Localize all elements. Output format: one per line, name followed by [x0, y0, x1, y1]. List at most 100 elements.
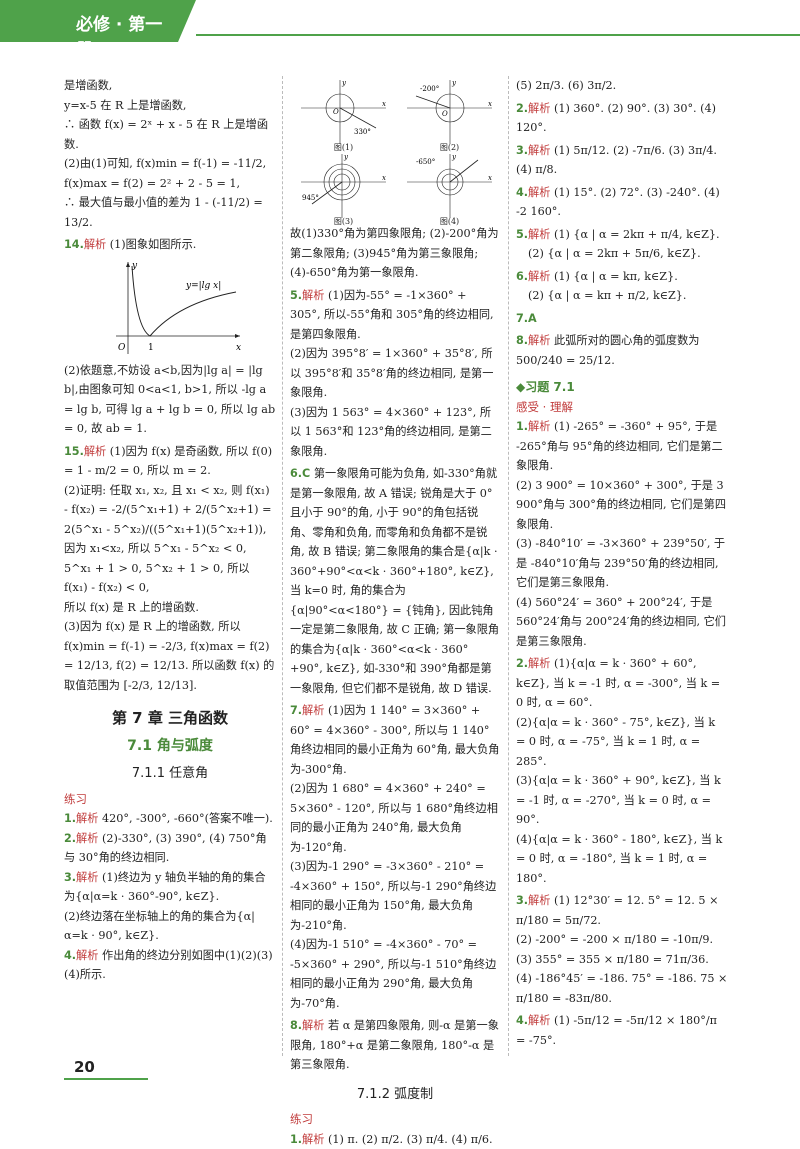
answer-text: (2) {α | α = kπ + π/2, k∈Z}.	[516, 286, 728, 306]
exercise-title: ◆习题 7.1	[516, 378, 728, 398]
analysis-tag: 解析	[528, 657, 550, 670]
answer-text: (3)因为 f(x) 是 R 上的增函数, 所以 f(x)min = f(-1)…	[64, 617, 276, 695]
answer-choice: A	[528, 312, 537, 325]
section-title: 7.1 角与弧度	[64, 737, 276, 757]
column-middle: 330° O x y 图(1) -200° O x y 图(2)	[290, 76, 500, 1149]
analysis-tag: 解析	[302, 289, 324, 302]
answer-14: 14.解析 (1)图象如图所示.	[64, 235, 276, 255]
answer-2: 2.解析 (1) 360°. (2) 90°. (3) 30°. (4) 120…	[516, 99, 728, 138]
analysis-tag: 解析	[528, 334, 550, 347]
answer-text: (3){α|α = k · 360° + 90°, k∈Z}, 当 k = -1…	[516, 771, 728, 830]
answer-1: 1.解析 420°, -300°, -660°(答案不唯一).	[64, 809, 276, 829]
question-number: 7.	[290, 704, 302, 717]
analysis-tag: 解析	[76, 871, 98, 884]
text: 是增函数,	[64, 76, 276, 96]
terminal-side	[450, 160, 478, 182]
answer-3: 3.解析 (1)终边为 y 轴负半轴的角的集合为{α|α=k · 360°-90…	[64, 868, 276, 907]
answer-text: (1) π. (2) π/2. (3) π/4. (4) π/6.	[328, 1133, 493, 1146]
answer-text: (1) {α | α = kπ, k∈Z}.	[554, 270, 678, 283]
terminal-side	[416, 96, 450, 108]
answer-7: 7.解析 (1)因为 1 140° = 3×360° + 60° = 4×360…	[290, 701, 500, 779]
x-axis-label: x	[488, 100, 492, 108]
y-axis-label: y	[341, 79, 347, 87]
answer-text: (3)因为 1 563° = 4×360° + 123°, 所以 1 563°和…	[290, 403, 500, 462]
answer-text: 第一象限角可能为负角, 如-330°角就是第一象限角, 故 A 错误; 锐角是大…	[290, 467, 499, 695]
answer-text: (2) -200° = -200 × π/180 = -10π/9.	[516, 930, 728, 950]
answer-text: (2)终边落在坐标轴上的角的集合为{α|α=k · 90°, k∈Z}.	[64, 907, 276, 946]
text: ∴ 函数 f(x) = 2ˣ + x - 5 在 R 上是增函数.	[64, 115, 276, 154]
analysis-tag: 解析	[528, 894, 550, 907]
answer-text: (2) {α | α = 2kπ + 5π/6, k∈Z}.	[516, 244, 728, 264]
answer-text: (3)因为-1 290° = -3×360° - 210° = -4×360° …	[290, 857, 500, 935]
y-axis-label: y	[451, 153, 457, 161]
question-number: 4.	[516, 1014, 528, 1027]
graph-svg: O 1 x y y=|lg x|	[108, 258, 248, 358]
answer-choice: C	[302, 467, 310, 480]
question-number: 4.	[64, 949, 76, 962]
exercise-4: 4.解析 (1) -5π/12 = -5π/12 × 180°/π = -75°…	[516, 1011, 728, 1050]
answer-text: 因为 x₁<x₂, 所以 5^x₁ - 5^x₂ < 0, 5^x₁ + 1 >…	[64, 539, 276, 598]
question-number: 2.	[516, 657, 528, 670]
answer-text: (1)图象如图所示.	[110, 238, 197, 251]
analysis-tag: 解析	[302, 704, 324, 717]
answer-15: 15.解析 (1)因为 f(x) 是奇函数, 所以 f(0) = 1 - m/2…	[64, 442, 276, 481]
answer-3: 3.解析 (1) 5π/12. (2) -7π/6. (3) 3π/4. (4)…	[516, 141, 728, 180]
answer-4: 4.解析 (1) 15°. (2) 72°. (3) -240°. (4) -2…	[516, 183, 728, 222]
answer-text: 故(1)330°角为第四象限角; (2)-200°角为第二象限角; (3)945…	[290, 224, 500, 283]
answer-8: 8.解析 若 α 是第四象限角, 则-α 是第一象限角, 180°+α 是第二象…	[290, 1016, 500, 1075]
origin-label: O	[118, 343, 126, 353]
analysis-tag: 解析	[528, 102, 550, 115]
answer-5: 5.解析 (1)因为-55° = -1×360° + 305°, 所以-55°角…	[290, 286, 500, 345]
question-number: 3.	[64, 871, 76, 884]
column-left: 是增函数, y=x-5 在 R 上是增函数, ∴ 函数 f(x) = 2ˣ + …	[64, 76, 276, 985]
answer-text: (4) 560°24′ = 360° + 200°24′, 于是 560°24′…	[516, 593, 728, 652]
page: 必修 · 第一册 是增函数, y=x-5 在 R 上是增函数, ∴ 函数 f(x…	[0, 0, 800, 1123]
page-number: 20	[74, 1058, 95, 1076]
question-number: 2.	[516, 102, 528, 115]
answer-text: (4)因为-1 510° = -4×360° - 70° = -5×360° +…	[290, 935, 500, 1013]
curve-label: y=|lg x|	[185, 281, 221, 291]
curve	[132, 266, 236, 336]
text: y=x-5 在 R 上是增函数,	[64, 96, 276, 116]
answer-8: 8.解析 此弧所对的圆心角的弧度数为 500/240 = 25/12.	[516, 331, 728, 370]
question-number: 8.	[290, 1019, 302, 1032]
question-number: 5.	[290, 289, 302, 302]
origin-label: O	[442, 110, 448, 118]
analysis-tag: 解析	[302, 1019, 324, 1032]
x-axis-label: x	[236, 343, 241, 353]
answer-text: 420°, -300°, -660°(答案不唯一).	[102, 812, 273, 825]
answer-text: (4) -186°45′ = -186. 75° = -186. 75 × π/…	[516, 969, 728, 1008]
answer-4: 4.解析 作出角的终边分别如图中(1)(2)(3)(4)所示.	[64, 946, 276, 985]
angle-label: -650°	[416, 158, 435, 166]
angle-figures: 330° O x y 图(1) -200° O x y 图(2)	[290, 76, 500, 224]
question-number: 15.	[64, 445, 84, 458]
answer-text: (3) -840°10′ = -3×360° + 239°50′, 于是 -84…	[516, 534, 728, 593]
terminal-side	[340, 108, 376, 128]
exercise-3: 3.解析 (1) 12°30′ = 12. 5° = 12. 5 × π/180…	[516, 891, 728, 930]
question-number: 14.	[64, 238, 84, 251]
question-number: 3.	[516, 144, 528, 157]
exercise-1: 1.解析 (1) -265° = -360° + 95°, 于是 -265°角与…	[516, 417, 728, 476]
analysis-tag: 解析	[302, 1133, 324, 1146]
question-number: 7.	[516, 312, 528, 325]
y-axis-arrow	[126, 262, 130, 267]
question-number: 2.	[64, 832, 76, 845]
answer-7: 7.A	[516, 309, 728, 329]
analysis-tag: 解析	[76, 949, 98, 962]
angle-label: 945°	[302, 194, 319, 202]
y-axis-label: y	[343, 153, 349, 161]
answer-text: (2)因为 1 680° = 4×360° + 240° = 5×360° - …	[290, 779, 500, 857]
subsection-title: 7.1.1 任意角	[64, 764, 276, 784]
header-band: 必修 · 第一册	[0, 0, 178, 42]
practice-label: 练习	[64, 790, 276, 810]
y-axis-label: y	[451, 79, 457, 87]
x-axis-arrow	[235, 334, 240, 338]
answer-5: 5.解析 (1) {α | α = 2kπ + π/4, k∈Z}.	[516, 225, 728, 245]
question-number: 1.	[290, 1133, 302, 1146]
analysis-tag: 解析	[76, 832, 98, 845]
answer-text: (2)因为 395°8′ = 1×360° + 35°8′, 所以 395°8′…	[290, 344, 500, 403]
x-axis-label: x	[382, 174, 386, 182]
angle-label: 330°	[354, 128, 371, 136]
origin-label: O	[333, 108, 339, 116]
answer-1: 1.解析 (1) π. (2) π/2. (3) π/4. (4) π/6.	[290, 1130, 500, 1149]
